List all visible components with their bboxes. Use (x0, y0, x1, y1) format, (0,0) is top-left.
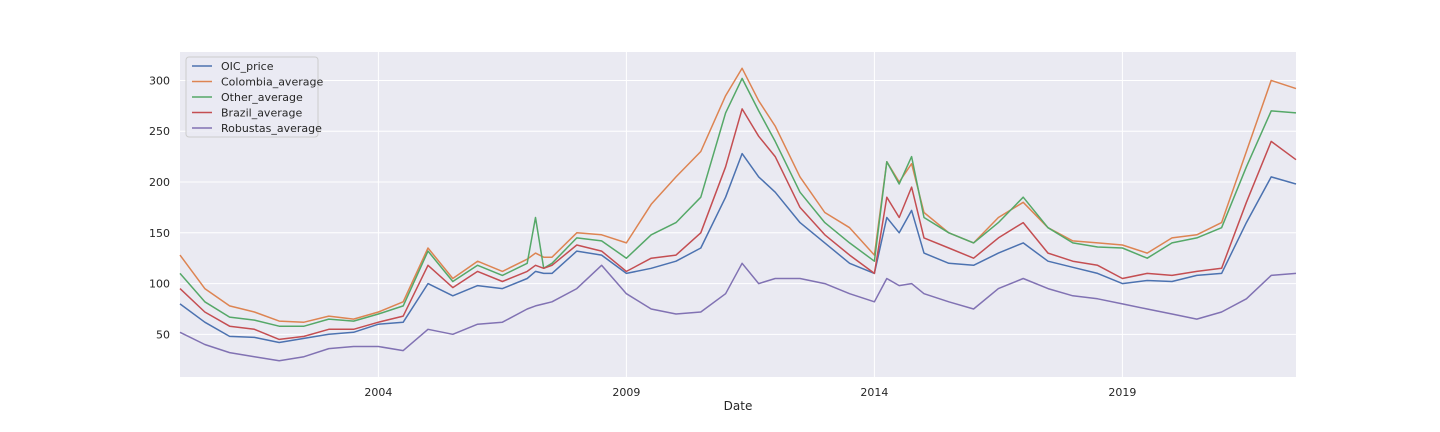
y-tick-label: 100 (149, 278, 170, 291)
y-tick-label: 250 (149, 125, 170, 138)
legend-label: OIC_price (221, 60, 274, 73)
y-tick-label: 50 (156, 328, 170, 341)
series-lines (179, 67, 1297, 362)
legend-label: Other_average (221, 91, 303, 104)
x-tick-label: 2004 (364, 386, 392, 399)
y-tick-label: 200 (149, 176, 170, 189)
series-line-other-average (179, 77, 1297, 327)
legend-label: Brazil_average (221, 107, 302, 120)
plot-background (180, 52, 1296, 377)
x-tick-label: 2019 (1108, 386, 1136, 399)
grid-lines (180, 52, 1296, 377)
series-line-oic-price (179, 152, 1297, 344)
x-axis-label: Date (724, 399, 753, 413)
series-line-brazil-average (179, 108, 1297, 341)
series-line-robustas-average (179, 262, 1297, 362)
series-line-colombia-average (179, 67, 1297, 323)
y-tick-label: 150 (149, 227, 170, 240)
legend-label: Robustas_average (221, 122, 322, 135)
x-tick-label: 2009 (612, 386, 640, 399)
legend-box (185, 56, 319, 138)
y-axis-ticks: 50 100 150 200 250 300 (149, 74, 170, 341)
legend: OIC_price Colombia_average Other_average Br… (185, 56, 323, 138)
x-axis-ticks: 2004 2009 2014 2019 (364, 386, 1136, 399)
legend-label: Colombia_average (221, 76, 323, 89)
y-tick-label: 300 (149, 74, 170, 87)
x-tick-label: 2014 (860, 386, 888, 399)
